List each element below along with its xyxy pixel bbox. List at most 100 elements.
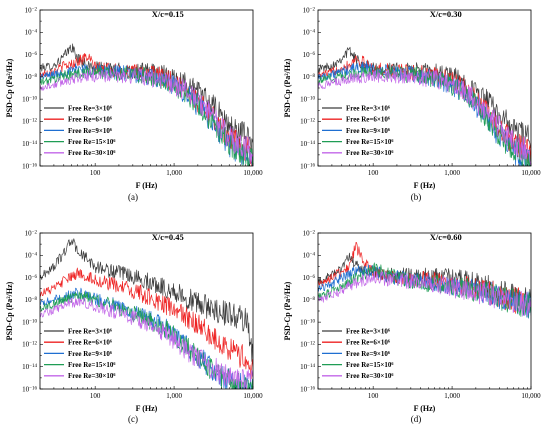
panel-caption: (a)	[128, 192, 138, 202]
y-tick-label: 10−14	[300, 363, 315, 371]
legend: Free Re=3×10⁶ Free Re=6×10⁶ Free Re=9×10⁶ F…	[322, 327, 393, 380]
chart-panel-2: 10−16 10−14 10−12 10−10 10−8 10−6 10−4 10−2 100 1…	[283, 6, 541, 202]
y-tick-label: 10−8	[25, 296, 38, 304]
series-group	[40, 238, 253, 389]
y-tick-label: 10−10	[300, 318, 315, 326]
series-line-2	[40, 267, 253, 380]
legend-entry: Free Re=30×10⁶	[346, 372, 393, 380]
legend-entry: Free Re=15×10⁶	[68, 361, 115, 369]
panel-title: X/c=0.15	[152, 9, 184, 19]
y-tick-label: 10−4	[25, 252, 38, 260]
series-line-5	[40, 68, 253, 165]
panel-title: X/c=0.60	[430, 232, 462, 242]
y-tick-label: 10−14	[22, 140, 37, 148]
y-tick-label: 10−6	[303, 274, 316, 282]
y-axis-label: PSD-Cp (Pa²/Hz)	[5, 281, 14, 340]
x-tick-label: 10,000	[243, 169, 263, 177]
y-tick-label: 10−2	[25, 229, 38, 237]
y-tick-label: 10−12	[22, 341, 37, 349]
y-tick-label: 10−6	[25, 51, 38, 59]
y-tick-label: 10−2	[303, 229, 316, 237]
y-tick-label: 10−12	[300, 118, 315, 126]
y-tick-label: 10−16	[22, 385, 37, 393]
x-tick-label: 100	[90, 169, 101, 177]
panel-caption: (b)	[411, 192, 422, 202]
y-tick-label: 10−16	[300, 385, 315, 393]
y-tick-label: 10−10	[300, 95, 315, 103]
x-axis-label: F (Hz)	[414, 404, 436, 413]
y-tick-label: 10−10	[22, 95, 37, 103]
legend-entry: Free Re=9×10⁶	[68, 350, 112, 358]
chart-panel-3: 10−16 10−14 10−12 10−10 10−8 10−6 10−4 10−2 100 1…	[5, 229, 263, 424]
y-tick-label: 10−12	[300, 341, 315, 349]
y-tick-label: 10−6	[25, 274, 38, 282]
chart-panel-4: 10−16 10−14 10−12 10−10 10−8 10−6 10−4 10−2 100 1…	[283, 229, 541, 424]
series-line-4	[318, 262, 531, 318]
series-line-5	[318, 270, 531, 317]
y-tick-label: 10−4	[303, 252, 316, 260]
x-tick-label: 1,000	[166, 169, 182, 177]
y-tick-label: 10−14	[300, 140, 315, 148]
x-tick-label: 1,000	[444, 392, 460, 400]
y-tick-label: 10−8	[303, 296, 316, 304]
y-tick-label: 10−10	[22, 318, 37, 326]
x-axis-label: F (Hz)	[136, 181, 158, 190]
panel-title: X/c=0.45	[152, 232, 184, 242]
legend: Free Re=3×10⁶ Free Re=6×10⁶ Free Re=9×10⁶ F…	[44, 104, 115, 157]
x-tick-label: 100	[368, 169, 379, 177]
panel-caption: (d)	[411, 414, 422, 424]
legend-entry: Free Re=3×10⁶	[68, 104, 112, 112]
series-line-4	[318, 66, 531, 166]
y-tick-label: 10−2	[303, 6, 316, 14]
y-tick-label: 10−16	[300, 162, 315, 170]
legend-entry: Free Re=15×10⁶	[346, 361, 393, 369]
legend-entry: Free Re=6×10⁶	[68, 339, 112, 347]
legend-entry: Free Re=6×10⁶	[68, 116, 112, 124]
x-axis-label: F (Hz)	[414, 181, 436, 190]
legend-entry: Free Re=30×10⁶	[68, 149, 115, 157]
legend-entry: Free Re=6×10⁶	[346, 116, 390, 124]
legend-entry: Free Re=9×10⁶	[346, 127, 390, 135]
legend-entry: Free Re=15×10⁶	[346, 138, 393, 146]
panel-title: X/c=0.30	[430, 9, 462, 19]
series-line-1	[40, 238, 253, 362]
series-group	[318, 242, 531, 319]
legend-entry: Free Re=15×10⁶	[68, 138, 115, 146]
y-tick-label: 10−12	[22, 118, 37, 126]
y-tick-label: 10−8	[303, 73, 316, 81]
y-tick-label: 10−14	[22, 363, 37, 371]
legend: Free Re=3×10⁶ Free Re=6×10⁶ Free Re=9×10⁶ F…	[322, 104, 393, 157]
legend-entry: Free Re=3×10⁶	[346, 327, 390, 335]
series-group	[40, 43, 253, 166]
x-tick-label: 1,000	[166, 392, 182, 400]
x-tick-label: 10,000	[521, 392, 541, 400]
series-group	[318, 46, 531, 166]
y-axis-label: PSD-Cp (Pa²/Hz)	[283, 281, 292, 340]
legend-entry: Free Re=6×10⁶	[346, 339, 390, 347]
y-tick-label: 10−16	[22, 162, 37, 170]
x-axis-label: F (Hz)	[136, 404, 158, 413]
y-tick-label: 10−2	[25, 6, 38, 14]
legend-entry: Free Re=30×10⁶	[68, 372, 115, 380]
legend-entry: Free Re=9×10⁶	[346, 350, 390, 358]
x-tick-label: 100	[368, 392, 379, 400]
legend-entry: Free Re=3×10⁶	[346, 104, 390, 112]
legend-entry: Free Re=9×10⁶	[68, 127, 112, 135]
x-tick-label: 10,000	[243, 392, 263, 400]
x-tick-label: 1,000	[444, 169, 460, 177]
x-tick-label: 100	[90, 392, 101, 400]
y-tick-label: 10−6	[303, 51, 316, 59]
x-tick-label: 10,000	[521, 169, 541, 177]
legend: Free Re=3×10⁶ Free Re=6×10⁶ Free Re=9×10⁶ F…	[44, 327, 115, 380]
legend-entry: Free Re=30×10⁶	[346, 149, 393, 157]
panel-caption: (c)	[128, 414, 138, 424]
series-line-5	[40, 297, 253, 389]
y-tick-label: 10−4	[303, 29, 316, 37]
series-line-5	[318, 68, 531, 166]
legend-entry: Free Re=3×10⁶	[68, 327, 112, 335]
y-axis-label: PSD-Cp (Pa²/Hz)	[283, 58, 292, 117]
y-axis-label: PSD-Cp (Pa²/Hz)	[5, 58, 14, 117]
y-tick-label: 10−4	[25, 29, 38, 37]
chart-panel-1: 10−16 10−14 10−12 10−10 10−8 10−6 10−4 10−2 100 1…	[5, 6, 263, 202]
